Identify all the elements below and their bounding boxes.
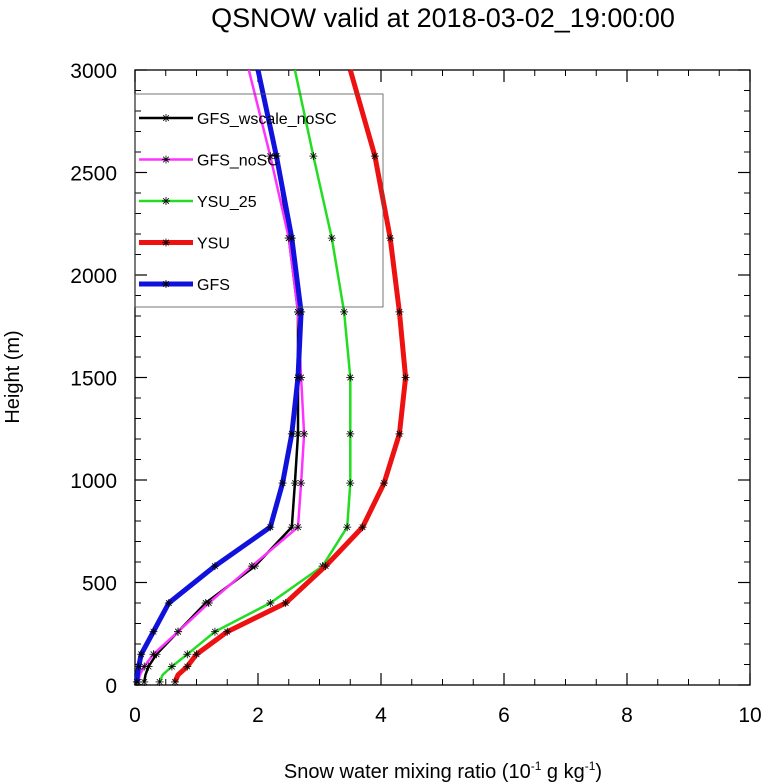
x-axis-label-exponent-2: -1 bbox=[585, 759, 596, 773]
legend-marker bbox=[162, 197, 170, 205]
legend-label: GFS bbox=[197, 277, 230, 294]
data-point bbox=[290, 479, 299, 488]
chart-title: QSNOW valid at 2018-03-02_19:00:00 bbox=[211, 3, 675, 33]
x-tick-label: 6 bbox=[498, 704, 510, 727]
data-point bbox=[132, 677, 141, 686]
legend-label: YSU bbox=[197, 236, 230, 253]
data-point bbox=[174, 627, 183, 636]
data-point bbox=[346, 479, 355, 488]
legend-marker bbox=[162, 280, 170, 288]
data-point bbox=[140, 662, 149, 671]
x-tick-label: 4 bbox=[375, 704, 387, 727]
y-tick-label: 0 bbox=[105, 675, 117, 698]
legend-marker bbox=[162, 155, 170, 164]
data-point bbox=[155, 677, 164, 686]
data-point bbox=[170, 677, 179, 686]
data-point bbox=[164, 599, 173, 607]
data-point bbox=[395, 307, 404, 316]
data-point bbox=[281, 599, 290, 607]
data-point bbox=[300, 429, 309, 438]
data-series bbox=[132, 69, 410, 686]
data-point bbox=[278, 479, 287, 488]
data-point bbox=[266, 599, 275, 607]
axis-tick-labels: 0 2 4 6 8 10 0 500 1000 1500 2000 2500 3000 bbox=[70, 60, 761, 727]
data-point bbox=[297, 479, 306, 488]
data-point bbox=[380, 479, 389, 488]
x-axis-label-middle: g kg bbox=[541, 761, 584, 783]
data-point bbox=[210, 562, 219, 571]
y-tick-label: 2000 bbox=[70, 265, 117, 288]
legend-label: GFS_noSC bbox=[197, 153, 279, 170]
data-point bbox=[210, 627, 219, 636]
x-tick-label: 10 bbox=[738, 704, 761, 727]
data-point bbox=[309, 152, 318, 161]
data-point bbox=[167, 662, 176, 671]
data-point bbox=[247, 562, 256, 571]
x-axis-label-prefix: Snow water mixing ratio (10 bbox=[284, 761, 531, 783]
data-point bbox=[192, 650, 201, 659]
legend: GFS_wscale_noSC GFS_noSC YSU_25 YSU GFS bbox=[134, 93, 384, 308]
x-axis-label-exponent-1: -1 bbox=[531, 759, 542, 773]
data-point bbox=[395, 429, 404, 438]
data-point bbox=[346, 373, 355, 382]
y-tick-label: 3000 bbox=[70, 60, 117, 83]
y-tick-label: 500 bbox=[82, 573, 117, 596]
data-point bbox=[293, 373, 302, 382]
legend-label: GFS_wscale_noSC bbox=[197, 111, 337, 128]
legend-marker bbox=[162, 238, 170, 247]
x-axis-label-suffix: ) bbox=[595, 761, 602, 783]
data-point bbox=[297, 307, 306, 316]
x-tick-label: 2 bbox=[252, 704, 264, 727]
data-point bbox=[401, 373, 410, 382]
x-tick-label: 8 bbox=[621, 704, 633, 727]
y-axis-label: Height (m) bbox=[2, 330, 24, 423]
data-point bbox=[287, 429, 296, 438]
data-point bbox=[287, 234, 296, 243]
data-point bbox=[358, 523, 367, 532]
data-point bbox=[272, 152, 281, 161]
data-point bbox=[386, 234, 395, 243]
y-tick-label: 1500 bbox=[70, 368, 117, 391]
data-point bbox=[370, 152, 379, 161]
data-point bbox=[293, 523, 302, 532]
data-point bbox=[204, 599, 213, 607]
data-point bbox=[183, 650, 192, 659]
data-point bbox=[183, 662, 192, 671]
y-tick-label: 1000 bbox=[70, 470, 117, 493]
data-point bbox=[266, 523, 275, 532]
legend-marker bbox=[162, 114, 170, 122]
data-point bbox=[327, 234, 336, 243]
data-point bbox=[134, 662, 143, 671]
x-tick-label: 0 bbox=[129, 704, 141, 727]
data-point bbox=[321, 562, 330, 571]
data-point bbox=[223, 627, 232, 636]
legend-label: YSU_25 bbox=[197, 194, 257, 211]
data-point bbox=[149, 650, 158, 659]
legend-box bbox=[134, 93, 384, 308]
data-point bbox=[149, 627, 158, 636]
data-point bbox=[340, 307, 349, 316]
y-tick-label: 2500 bbox=[70, 163, 117, 186]
data-point bbox=[343, 523, 352, 532]
data-point bbox=[346, 429, 355, 438]
data-point bbox=[137, 650, 146, 659]
x-axis-label: Snow water mixing ratio (10-1 g kg-1) bbox=[284, 759, 602, 783]
